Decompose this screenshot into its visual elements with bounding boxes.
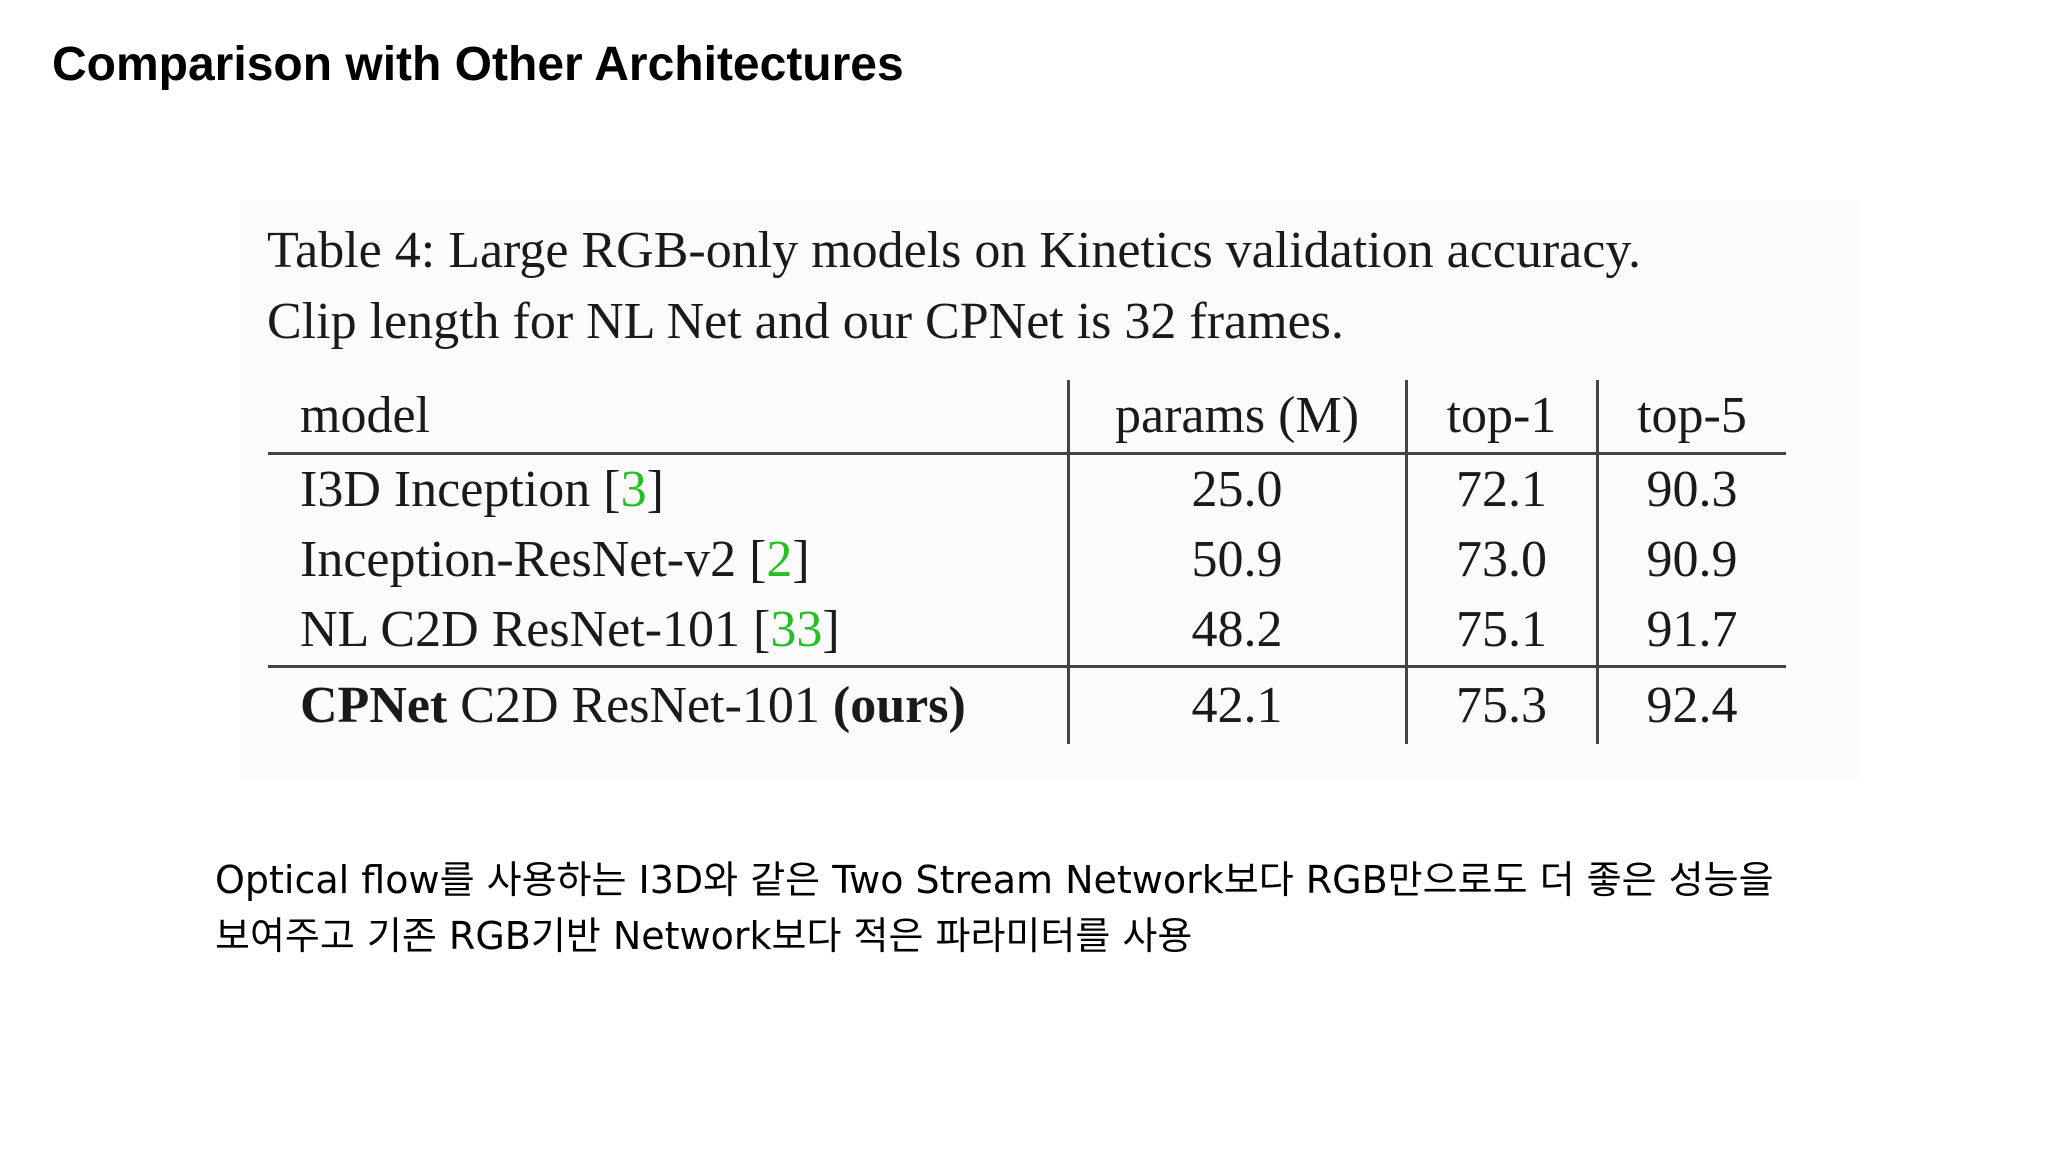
table-row-ours: CPNet C2D ResNet-101 (ours) 42.1 75.3 92… xyxy=(268,666,1786,745)
row-params-ours: 42.1 xyxy=(1066,666,1406,744)
model-name-bold: CPNet xyxy=(300,677,448,734)
table-row: I3D Inception [3] 25.0 72.1 90.3 xyxy=(268,453,1786,525)
caption-line-2: Clip length for NL Net and our CPNet is … xyxy=(267,293,1344,350)
table-row: Inception-ResNet-v2 [2] 50.9 73.0 90.9 xyxy=(268,525,1786,595)
row-top1: 75.1 xyxy=(1404,595,1597,667)
header-model: model xyxy=(300,387,430,444)
note-line-2: 보여주고 기존 RGB기반 Network보다 적은 파라미터를 사용 xyxy=(215,914,1193,958)
model-name: NL C2D ResNet-101 xyxy=(300,601,741,658)
citation-link[interactable]: 3 xyxy=(620,461,647,518)
row-top5-ours: 92.4 xyxy=(1595,666,1786,744)
row-top5: 90.3 xyxy=(1595,453,1786,525)
results-table: model params (M) top-1 top-5 I3D Incepti… xyxy=(268,380,1786,744)
table-header-row: model params (M) top-1 top-5 xyxy=(268,380,1786,454)
note-line-1: Optical flow를 사용하는 I3D와 같은 Two Stream Ne… xyxy=(215,858,1774,902)
row-model: Inception-ResNet-v2 [2] xyxy=(300,531,810,588)
slide-note: Optical flow를 사용하는 I3D와 같은 Two Stream Ne… xyxy=(215,852,1774,964)
row-top1: 72.1 xyxy=(1404,453,1597,525)
row-params: 50.9 xyxy=(1066,525,1406,595)
row-top1-ours: 75.3 xyxy=(1404,666,1597,744)
row-model: NL C2D ResNet-101 [33] xyxy=(300,601,840,658)
model-name: Inception-ResNet-v2 xyxy=(300,531,737,588)
row-top5: 90.9 xyxy=(1595,525,1786,595)
row-model-ours: CPNet C2D ResNet-101 (ours) xyxy=(268,667,1068,745)
caption-line-1: Table 4: Large RGB-only models on Kineti… xyxy=(267,222,1641,279)
table-row: NL C2D ResNet-101 [33] 48.2 75.1 91.7 xyxy=(268,595,1786,667)
header-top5: top-5 xyxy=(1595,380,1786,454)
citation-link[interactable]: 33 xyxy=(770,601,823,658)
row-top5: 91.7 xyxy=(1595,595,1786,667)
model-name: I3D Inception xyxy=(300,461,591,518)
ours-suffix: (ours) xyxy=(832,677,966,734)
row-top1: 73.0 xyxy=(1404,525,1597,595)
row-params: 48.2 xyxy=(1066,595,1406,667)
table-caption: Table 4: Large RGB-only models on Kineti… xyxy=(267,215,1641,357)
header-params: params (M) xyxy=(1066,380,1406,454)
model-name-rest: C2D ResNet-101 xyxy=(460,677,820,734)
slide-title: Comparison with Other Architectures xyxy=(52,38,904,91)
row-params: 25.0 xyxy=(1066,453,1406,525)
row-model: I3D Inception [3] xyxy=(300,461,664,518)
header-top1: top-1 xyxy=(1404,380,1597,454)
citation-link[interactable]: 2 xyxy=(766,531,793,588)
